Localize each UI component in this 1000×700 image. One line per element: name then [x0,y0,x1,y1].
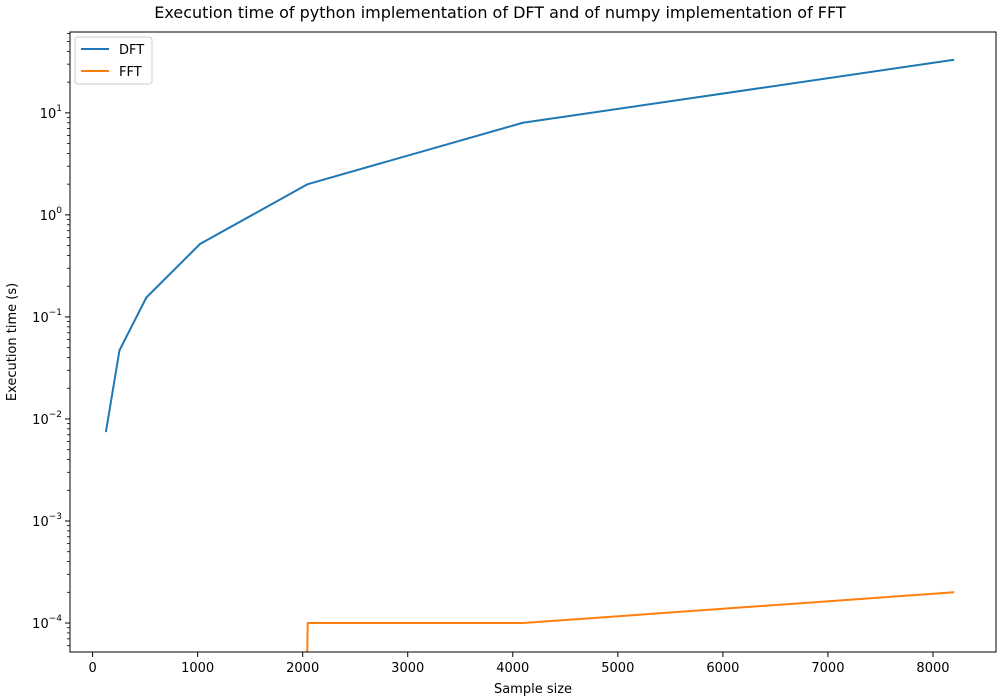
legend-label-dft: DFT [119,43,144,58]
y-tick-base: 10 [32,515,49,530]
y-tick-exponent: −1 [49,308,62,318]
y-tick-exponent: 1 [56,104,62,114]
chart-title: Execution time of python implementation … [154,3,846,22]
y-tick-label: 101 [40,104,62,122]
x-tick-label: 3000 [391,661,424,676]
legend: DFT FFT [74,36,153,85]
legend-label-fft: FFT [119,65,142,80]
x-axis-label: Sample size [494,682,572,697]
x-tick-label: 6000 [706,661,739,676]
y-tick-base: 10 [40,209,57,224]
series-line-fft [306,591,955,652]
x-tick-label: 7000 [811,661,844,676]
y-tick-label: 10−1 [32,308,62,326]
x-tick-label: 5000 [601,661,634,676]
y-tick-label: 10−4 [32,614,62,632]
y-tick-base: 10 [32,413,49,428]
y-tick-label: 100 [40,206,63,224]
y-axis-label: Execution time (s) [5,283,20,401]
y-tick-base: 10 [40,107,57,122]
x-tick-label: 2000 [286,661,319,676]
y-tick-label: 10−3 [32,512,62,530]
x-axis-ticks: 0 1000 2000 3000 4000 5000 6000 7000 8000 [88,652,950,676]
x-tick-label: 8000 [916,661,949,676]
y-tick-exponent: −2 [49,410,62,420]
plot-frame [69,31,997,653]
y-tick-label: 10−2 [32,410,62,428]
x-tick-label: 1000 [181,661,214,676]
y-tick-exponent: −4 [49,614,63,624]
y-tick-base: 10 [32,617,49,632]
series-layer [104,58,955,652]
x-tick-label: 0 [88,661,96,676]
y-tick-base: 10 [32,311,49,326]
y-tick-exponent: −3 [49,512,62,522]
y-tick-exponent: 0 [56,206,62,216]
x-tick-label: 4000 [496,661,529,676]
series-line-dft [104,58,955,433]
